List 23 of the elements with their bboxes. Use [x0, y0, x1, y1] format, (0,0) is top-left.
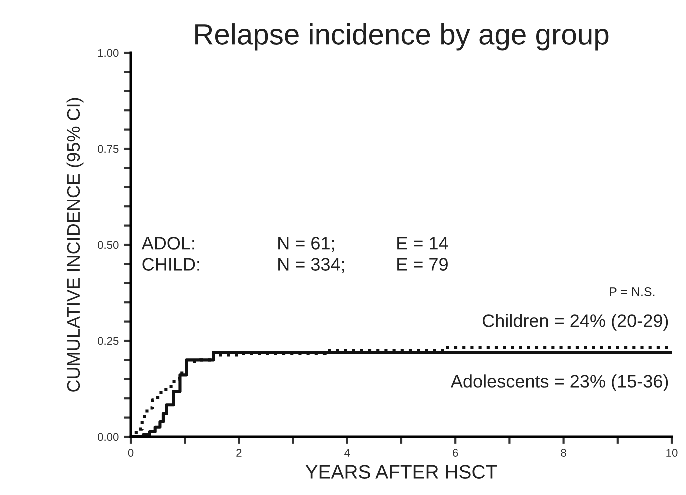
x-tick-label: 8 — [561, 449, 566, 457]
y-tick-label: 1.00 — [98, 49, 119, 58]
x-tick-label: 6 — [453, 449, 458, 457]
chart-title: Relapse incidence by age group — [196, 24, 609, 51]
x-tick-label: 10 — [666, 449, 678, 457]
x-axis-title: YEARS AFTER HSCT — [306, 465, 498, 479]
x-tick-label: 2 — [236, 449, 242, 457]
annotation: E = 14 — [398, 237, 448, 250]
annotation: ADOL: — [142, 237, 194, 250]
annotation: N = 334; — [278, 258, 344, 274]
y-tick-label: 0.75 — [98, 145, 119, 154]
annotation: P = N.S. — [610, 288, 655, 296]
x-tick-label: 4 — [344, 449, 350, 457]
y-tick-label: 0.25 — [98, 337, 119, 346]
y-tick-label: 0.50 — [98, 241, 119, 250]
annotation: N = 61; — [278, 237, 334, 252]
y-tick-label: 0.00 — [98, 433, 119, 442]
annotation: E = 79 — [398, 258, 448, 271]
annotation: Adolescents = 23% (15-36) — [450, 374, 668, 392]
annotation: Children = 24% (20-29) — [482, 314, 668, 331]
annotation: CHILD: — [142, 258, 200, 271]
x-tick-label: 0 — [128, 449, 134, 457]
y-axis-title: CUMULATIVE INCIDENCE (95% CI) — [66, 98, 84, 392]
